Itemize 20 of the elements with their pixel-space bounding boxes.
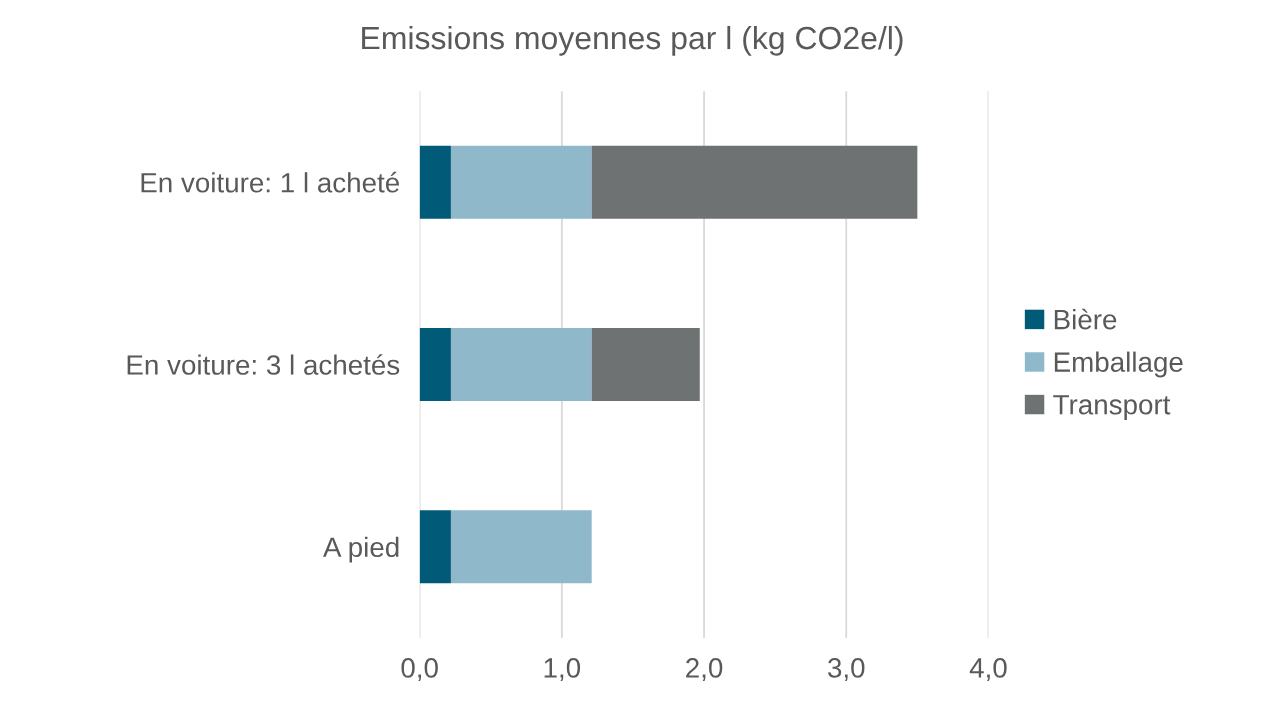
legend-label: Emballage <box>1054 351 1183 378</box>
bar <box>450 328 592 401</box>
chart-title: Emissions moyennes par l (kg CO2e/l) <box>362 25 903 56</box>
bar <box>419 510 451 584</box>
y-tick-label: A pied <box>323 536 399 563</box>
x-tick-label: 2,0 <box>686 658 723 682</box>
x-tick-label: 3,0 <box>828 658 865 682</box>
bar <box>591 145 918 219</box>
y-tick-label: En voiture: 1 l acheté <box>141 171 399 193</box>
bar <box>419 328 451 401</box>
bar <box>450 510 592 584</box>
bar <box>419 145 451 219</box>
legend-label: Bière <box>1054 308 1117 330</box>
x-tick-label: 4,0 <box>969 658 1007 682</box>
bar <box>450 145 592 219</box>
bar <box>591 328 700 401</box>
y-tick-label: En voiture: 3 l achetés <box>127 354 400 375</box>
x-tick-label: 1,0 <box>544 658 581 682</box>
legend-label: Transport <box>1053 395 1171 421</box>
x-tick-label: 0,0 <box>401 658 438 682</box>
